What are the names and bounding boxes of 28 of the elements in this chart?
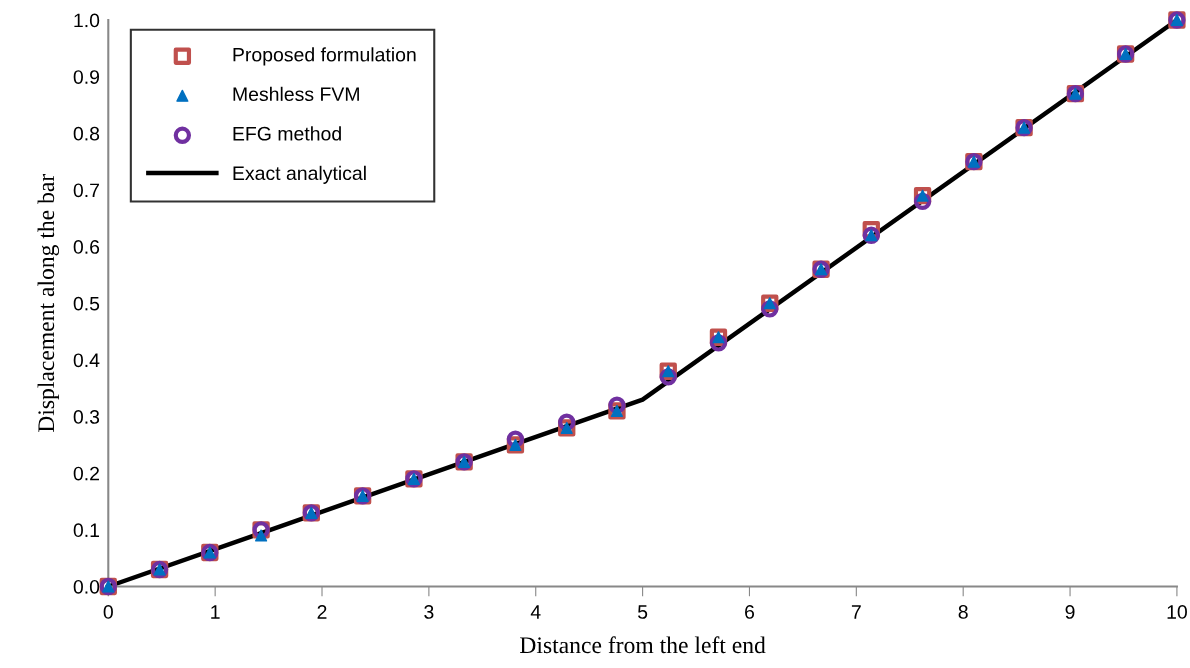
y-axis-title: Displacement along the bar <box>37 174 60 433</box>
x-tick-label: 4 <box>530 605 541 619</box>
y-tick-label: 0.6 <box>73 240 100 254</box>
legend-label: Exact analytical <box>233 165 366 184</box>
legend-label: Meshless FVM <box>233 86 359 102</box>
x-tick-label: 10 <box>1167 605 1187 619</box>
y-tick-label: 0.7 <box>73 183 99 198</box>
x-axis-title: Distance from the left end <box>520 636 766 654</box>
y-tick-label: 0.1 <box>73 523 100 538</box>
x-tick-label: 8 <box>958 605 968 619</box>
x-tick-label: 6 <box>745 605 755 619</box>
legend-label: EFG method <box>233 126 341 141</box>
y-tick-label: 0.3 <box>73 410 100 424</box>
x-tick-label: 7 <box>851 605 861 619</box>
x-tick-label: 9 <box>1065 605 1075 619</box>
y-tick-label: 0.2 <box>73 466 99 481</box>
legend-label: Proposed formulation <box>233 47 416 66</box>
y-tick-label: 0.9 <box>73 70 100 84</box>
x-tick-label: 3 <box>424 605 434 619</box>
x-tick-label: 5 <box>637 605 648 619</box>
y-tick-label: 1.0 <box>74 13 100 28</box>
y-tick-label: 0.5 <box>73 296 100 311</box>
y-tick-label: 0.8 <box>73 126 100 141</box>
x-tick-label: 1 <box>211 605 220 619</box>
y-tick-label: 0.4 <box>73 353 100 368</box>
y-tick-label: 0.0 <box>73 579 100 594</box>
x-tick-label: 0 <box>103 605 113 619</box>
x-tick-label: 2 <box>317 605 327 619</box>
